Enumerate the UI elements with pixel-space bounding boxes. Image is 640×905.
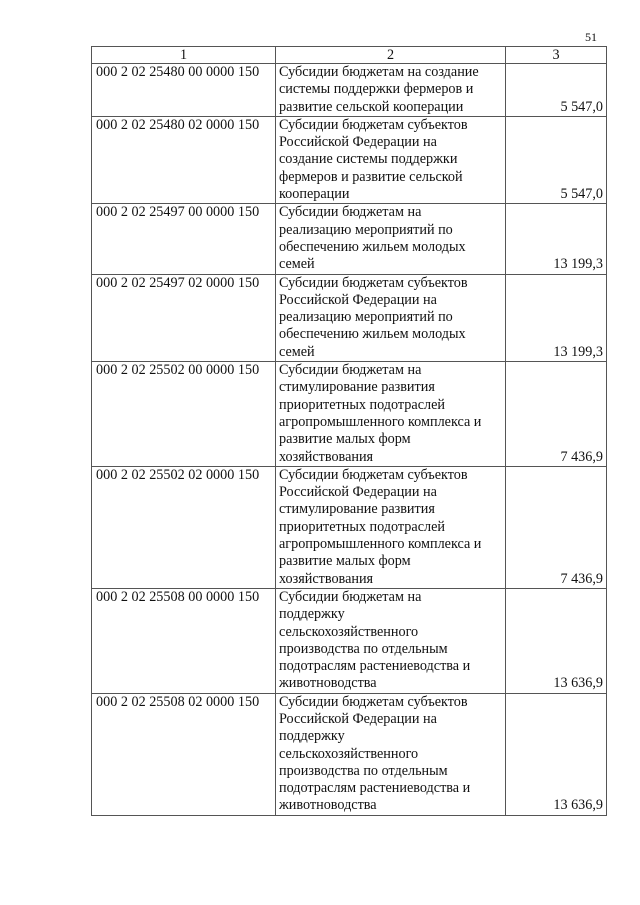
header-row: 1 2 3 [91,46,607,64]
name-cell: Субсидии бюджетам субъектов Российской Ф… [275,692,506,816]
value-cell: 13 199,3 [505,203,607,275]
value-cell: 5 547,0 [505,115,607,205]
value-cell: 7 436,9 [505,465,607,589]
table-row: 000 2 02 25480 02 0000 150 Субсидии бюдже… [91,115,607,205]
value-cell: 7 436,9 [505,361,607,467]
table-row: 000 2 02 25497 02 0000 150 Субсидии бюдже… [91,273,607,363]
page-number: 51 [585,30,597,44]
name-cell: Субсидии бюджетам на создание системы по… [275,63,506,117]
table-row: 000 2 02 25480 00 0000 150 Субсидии бюдже… [91,63,607,117]
value-cell: 13 636,9 [505,587,607,694]
name-cell: Субсидии бюджетам субъектов Российской Ф… [275,115,506,205]
name-cell: Субсидии бюджетам субъектов Российской Ф… [275,273,506,363]
code-cell: 000 2 02 25497 00 0000 150 [91,203,276,275]
column-header: 3 [505,46,607,64]
table-row: 000 2 02 25497 00 0000 150 Субсидии бюдже… [91,203,607,275]
budget-table: 1 2 3 000 2 02 25480 00 0000 150 Субсидии… [91,46,607,816]
table-row: 000 2 02 25508 00 0000 150 Субсидии бюдже… [91,587,607,694]
name-cell: Субсидии бюджетам на поддержку сельскохо… [275,587,506,694]
name-cell: Субсидии бюджетам на стимулирование разв… [275,361,506,467]
column-header: 2 [275,46,506,64]
code-cell: 000 2 02 25480 00 0000 150 [91,63,276,117]
table-row: 000 2 02 25508 02 0000 150 Субсидии бюдже… [91,692,607,816]
value-cell: 13 636,9 [505,692,607,816]
name-cell: Субсидии бюджетам субъектов Российской Ф… [275,465,506,589]
code-cell: 000 2 02 25480 02 0000 150 [91,115,276,205]
value-cell: 5 547,0 [505,63,607,117]
code-cell: 000 2 02 25502 00 0000 150 [91,361,276,467]
code-cell: 000 2 02 25497 02 0000 150 [91,273,276,363]
table-row: 000 2 02 25502 02 0000 150 Субсидии бюдже… [91,465,607,589]
code-cell: 000 2 02 25508 02 0000 150 [91,692,276,816]
value-cell: 13 199,3 [505,273,607,363]
name-cell: Субсидии бюджетам на реализацию мероприя… [275,203,506,275]
code-cell: 000 2 02 25508 00 0000 150 [91,587,276,694]
code-cell: 000 2 02 25502 02 0000 150 [91,465,276,589]
column-header: 1 [91,46,276,64]
table-row: 000 2 02 25502 00 0000 150 Субсидии бюдже… [91,361,607,467]
